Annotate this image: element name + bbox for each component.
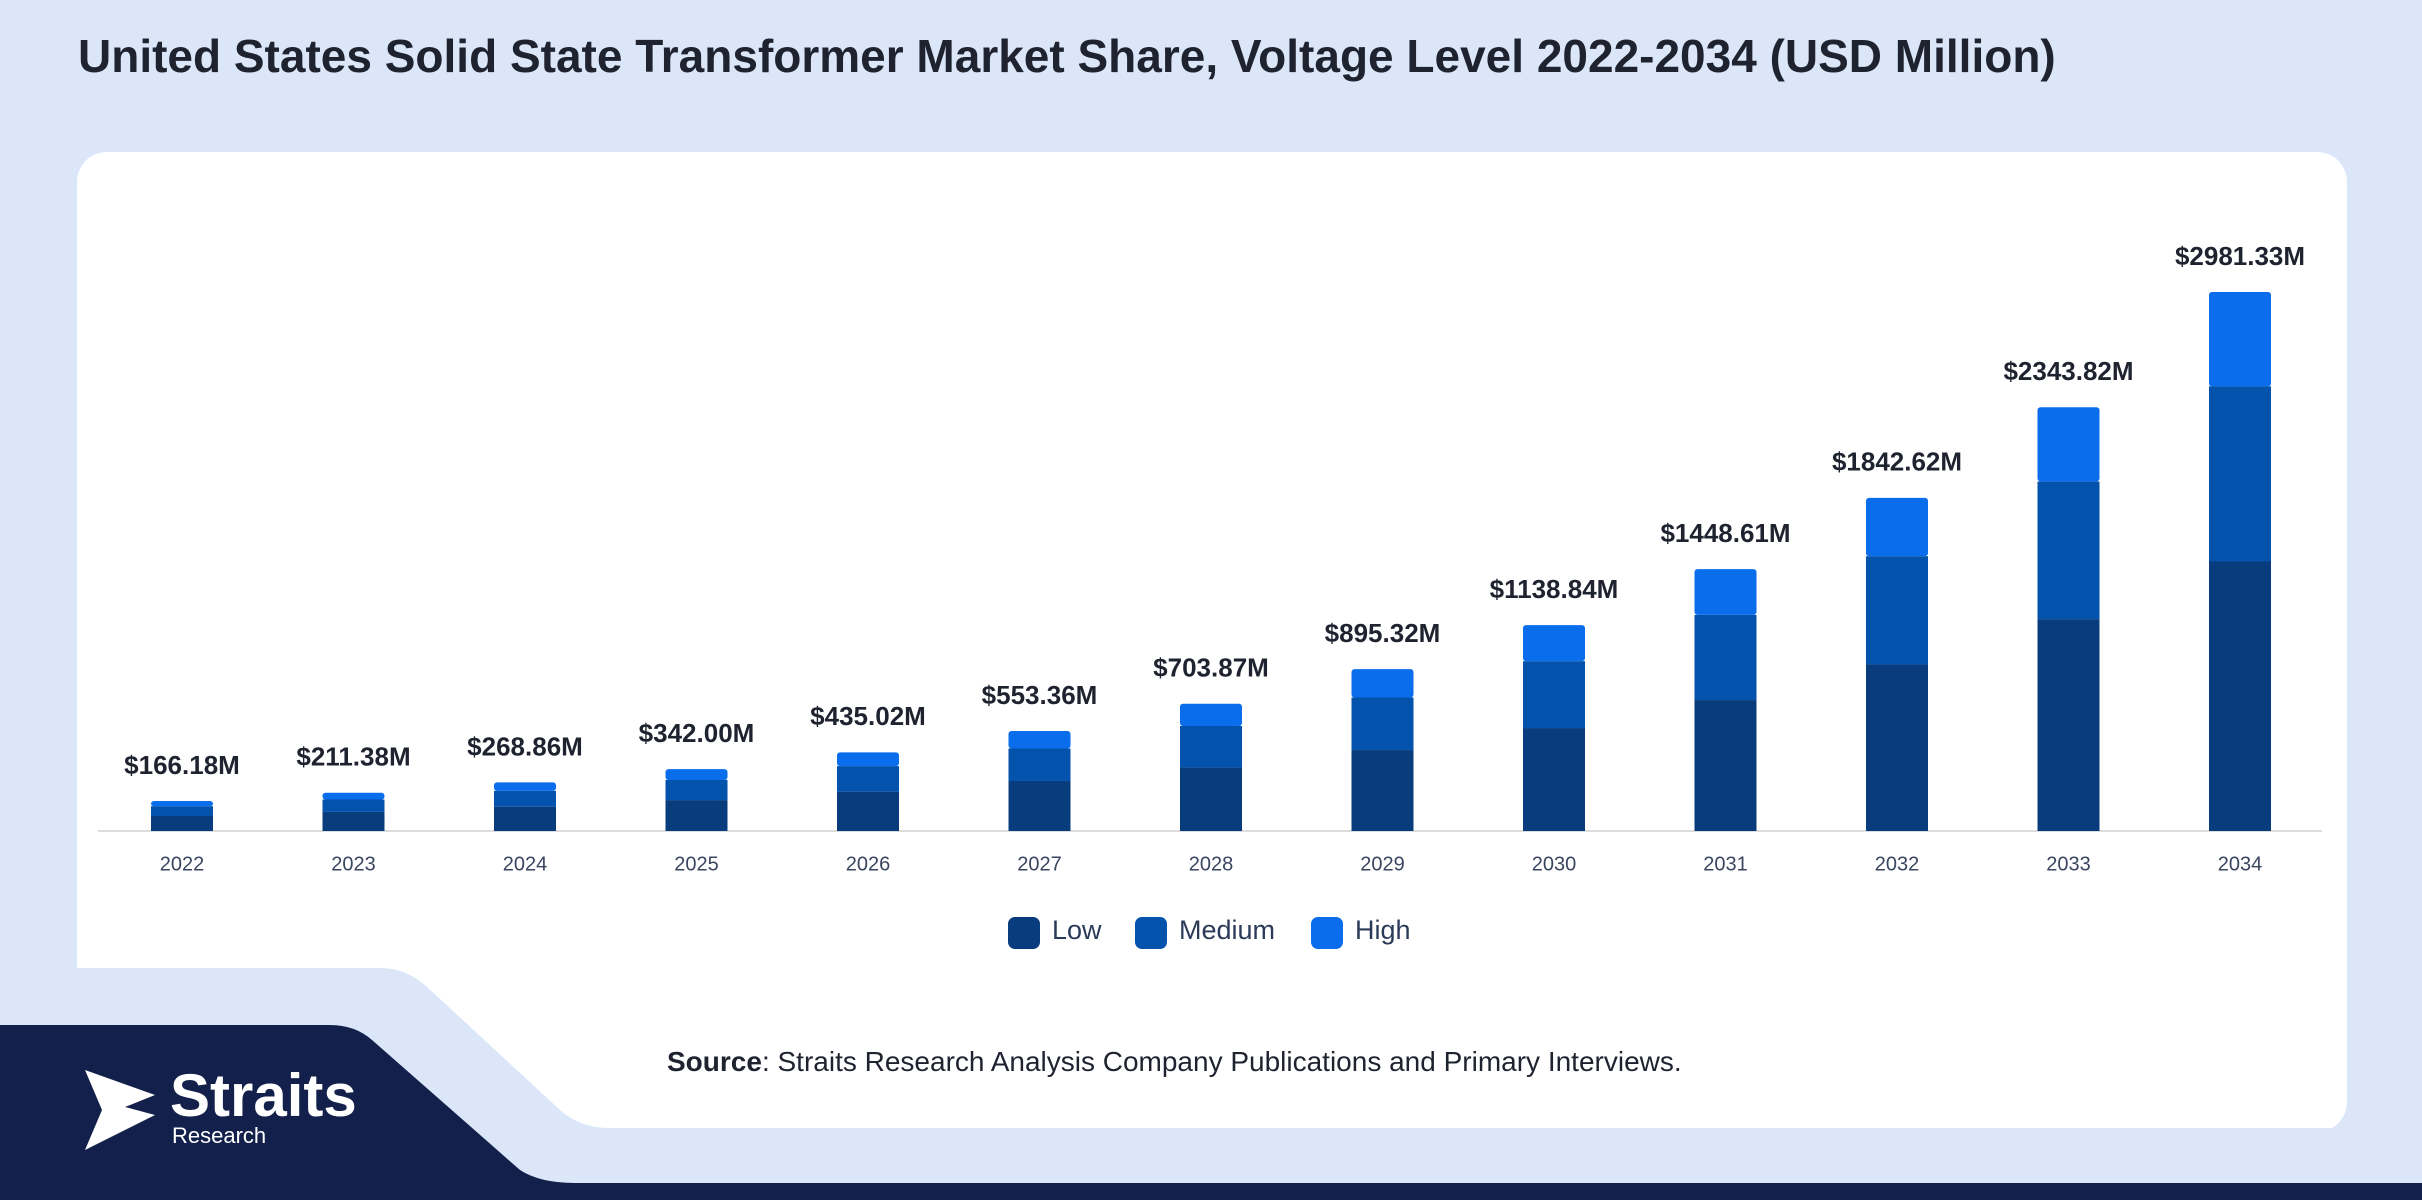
bar-segment — [1694, 700, 1757, 831]
logo-sub: Research — [172, 1123, 266, 1148]
bar-segment — [1523, 625, 1585, 662]
total-label: $1448.61M — [1660, 518, 1790, 548]
footer-band — [0, 1025, 2422, 1200]
bar-segment — [2037, 619, 2100, 831]
bar-segment — [151, 815, 213, 831]
bar-segment — [1008, 748, 1071, 781]
total-label: $342.00M — [639, 718, 755, 748]
logo-name: Straits — [170, 1062, 357, 1129]
legend-swatch — [1311, 917, 1343, 949]
total-label: $211.38M — [296, 742, 410, 772]
bar-segment — [494, 782, 556, 791]
bar-segment — [1008, 780, 1071, 831]
bar-segment — [1180, 726, 1242, 768]
x-tick-label: 2032 — [1875, 853, 1920, 875]
bar-segment — [322, 811, 385, 831]
x-tick-label: 2022 — [160, 853, 205, 875]
bar-segment — [151, 806, 213, 816]
bar-segment — [1866, 664, 1928, 831]
total-label: $1138.84M — [1490, 574, 1619, 604]
total-label: $435.02M — [810, 701, 926, 731]
legend-swatch — [1135, 917, 1167, 949]
total-label: $166.18M — [124, 750, 240, 780]
x-tick-label: 2027 — [1017, 853, 1062, 875]
bar-segment — [1351, 669, 1414, 698]
source-label: Source — [667, 1046, 762, 1077]
legend-swatch — [1008, 917, 1040, 949]
x-tick-label: 2031 — [1703, 853, 1748, 875]
bar-segment — [1351, 750, 1414, 831]
bar-segment — [2209, 386, 2271, 562]
bar-segment — [665, 800, 728, 831]
bar-segment — [665, 779, 728, 801]
bar-segment — [1180, 703, 1242, 727]
source-text: : Straits Research Analysis Company Publ… — [762, 1046, 1682, 1077]
total-label: $895.32M — [1325, 618, 1441, 648]
card — [77, 152, 2347, 1132]
bar-segment — [1694, 569, 1757, 615]
bar-segment — [665, 769, 728, 780]
x-tick-label: 2034 — [2218, 853, 2263, 875]
x-tick-label: 2025 — [674, 853, 719, 875]
x-tick-label: 2023 — [331, 853, 376, 875]
chart-title: United States Solid State Transformer Ma… — [78, 30, 2056, 82]
x-tick-label: 2033 — [2046, 853, 2091, 875]
bar-segment — [1523, 661, 1585, 729]
bar-segment — [1694, 614, 1757, 701]
legend-label: Medium — [1179, 915, 1275, 945]
legend-label: High — [1355, 915, 1411, 945]
bar-segment — [1351, 697, 1414, 751]
source: Source: Straits Research Analysis Compan… — [667, 1046, 1682, 1077]
bar-segment — [1866, 497, 1928, 557]
bar-segment — [1866, 556, 1928, 665]
total-label: $2343.82M — [2003, 356, 2133, 386]
total-label: $703.87M — [1153, 653, 1269, 683]
bar-segment — [1008, 730, 1071, 749]
bar-segment — [151, 800, 213, 807]
bar-segment — [1180, 767, 1242, 831]
bar-segment — [1523, 728, 1585, 831]
bar-segment — [837, 791, 899, 831]
total-label: $553.36M — [982, 680, 1098, 710]
x-tick-label: 2028 — [1189, 853, 1234, 875]
logo-icon — [85, 1070, 155, 1150]
total-label: $268.86M — [467, 731, 583, 761]
bar-segment — [2209, 292, 2271, 387]
bar-segment — [837, 766, 899, 792]
x-tick-label: 2026 — [846, 853, 891, 875]
bar-segment — [322, 799, 385, 812]
total-label: $1842.62M — [1832, 447, 1962, 477]
card-cutout — [0, 968, 2347, 1200]
bar-segment — [837, 752, 899, 767]
legend-label: Low — [1052, 915, 1102, 945]
bar-segment — [2037, 407, 2100, 482]
bar-segment — [322, 792, 385, 800]
x-tick-label: 2024 — [503, 853, 548, 875]
x-tick-label: 2029 — [1360, 853, 1405, 875]
bar-segment — [494, 806, 556, 831]
bar-segment — [494, 790, 556, 807]
total-label: $2981.33M — [2175, 241, 2305, 271]
bar-segment — [2037, 481, 2100, 620]
bar-segment — [2209, 561, 2271, 831]
x-tick-label: 2030 — [1532, 853, 1577, 875]
